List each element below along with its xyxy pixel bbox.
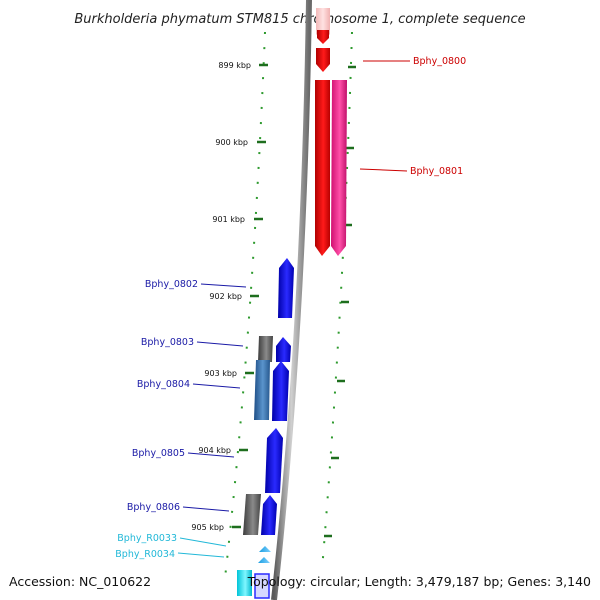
gene-block-bottom bbox=[254, 573, 270, 599]
gene-block-bphy-0803[interactable] bbox=[258, 336, 273, 362]
gene-arrow-bphy-0802[interactable] bbox=[278, 258, 294, 318]
accession-text: Accession: NC_010622 bbox=[9, 574, 151, 589]
left-guide-track bbox=[224, 31, 266, 579]
scale-label-904: 904 kbp bbox=[198, 446, 231, 455]
gene-arrow-bphy-0806[interactable] bbox=[261, 495, 277, 535]
map-title: Burkholderia phymatum STM815 chromosome … bbox=[74, 12, 525, 27]
scale-label-905: 905 kbp bbox=[191, 523, 224, 532]
topology-text: Topology: circular; Length: 3,479,187 bp… bbox=[247, 574, 591, 589]
gene-label-bphy-0806[interactable]: Bphy_0806 bbox=[127, 502, 180, 513]
gene-label-bphy-0805[interactable]: Bphy_0805 bbox=[132, 448, 185, 459]
gene-block-cyan bbox=[237, 570, 252, 596]
gene-block-bphy-0806[interactable] bbox=[243, 494, 261, 535]
gene-block-bphy-0804[interactable] bbox=[254, 360, 270, 420]
label-group-bphy-0804[interactable]: Bphy_0804 bbox=[137, 379, 241, 390]
label-group-bphy-r0034[interactable]: Bphy_R0034 bbox=[115, 549, 225, 560]
gene-arrow-bphy-r0033[interactable] bbox=[259, 546, 271, 552]
gene-label-bphy-r0033[interactable]: Bphy_R0033 bbox=[117, 533, 177, 544]
label-group-bphy-0800[interactable]: Bphy_0800 bbox=[363, 56, 466, 67]
gene-label-bphy-0801[interactable]: Bphy_0801 bbox=[410, 166, 463, 177]
label-group-bphy-0806[interactable]: Bphy_0806 bbox=[127, 502, 230, 513]
gene-label-bphy-0802[interactable]: Bphy_0802 bbox=[145, 279, 198, 290]
gene-arrow-bphy-r0034[interactable] bbox=[258, 557, 270, 563]
label-group-bphy-r0033[interactable]: Bphy_R0033 bbox=[117, 533, 227, 547]
gene-arrow-bphy-0803[interactable] bbox=[276, 337, 291, 362]
label-group-bphy-0802[interactable]: Bphy_0802 bbox=[145, 279, 247, 290]
gene-label-bphy-0800[interactable]: Bphy_0800 bbox=[413, 56, 466, 67]
chromosome-backbone bbox=[271, 0, 312, 600]
gene-arrow-bphy-0805[interactable] bbox=[265, 428, 283, 493]
gene-label-bphy-r0034[interactable]: Bphy_R0034 bbox=[115, 549, 175, 560]
gene-label-bphy-0803[interactable]: Bphy_0803 bbox=[141, 337, 194, 348]
gene-arrow-bphy-0800[interactable] bbox=[316, 48, 330, 72]
scale-ticks bbox=[232, 63, 356, 538]
scale-label-903: 903 kbp bbox=[204, 369, 237, 378]
gene-label-bphy-0804[interactable]: Bphy_0804 bbox=[137, 379, 190, 390]
gene-arrow-bphy-0801-cds[interactable] bbox=[315, 80, 330, 256]
scale-label-900: 900 kbp bbox=[215, 138, 248, 147]
gene-arrow-small-red bbox=[317, 30, 329, 44]
gene-arrow-bphy-0804[interactable] bbox=[272, 361, 289, 421]
label-group-bphy-0805[interactable]: Bphy_0805 bbox=[132, 448, 235, 459]
scale-label-901: 901 kbp bbox=[212, 215, 245, 224]
gene-arrow-bphy-0801[interactable] bbox=[331, 80, 347, 256]
scale-label-902: 902 kbp bbox=[209, 292, 242, 301]
label-group-bphy-0803[interactable]: Bphy_0803 bbox=[141, 337, 244, 348]
scale-label-899: 899 kbp bbox=[218, 61, 251, 70]
label-group-bphy-0801[interactable]: Bphy_0801 bbox=[359, 166, 463, 177]
